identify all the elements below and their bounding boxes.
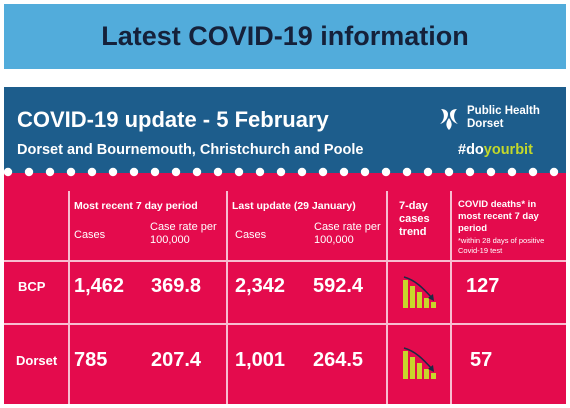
page-title: Latest COVID-19 information <box>101 21 469 51</box>
update-card: COVID-19 update - 5 February Dorset and … <box>4 87 566 404</box>
bcp-recent-cases: 1,462 <box>74 275 125 297</box>
divider-dot <box>66 167 76 177</box>
divider-dot <box>423 167 433 177</box>
grid-line <box>226 191 228 404</box>
divider-dot <box>339 167 349 177</box>
trend-down-icon <box>401 345 439 386</box>
dotted-divider <box>4 167 559 177</box>
dorset-recent-cases: 785 <box>74 349 108 371</box>
hashtag: #doyourbit <box>458 142 533 158</box>
dorset-last-cases: 1,001 <box>235 349 286 371</box>
divider-dot <box>549 167 559 177</box>
subheader-case-rate: Case rate per 100,000 <box>314 221 381 246</box>
area-subtitle: Dorset and Bournemouth, Christchurch and… <box>17 142 364 158</box>
header-trend: 7-day cases trend <box>399 200 430 238</box>
subheader-cases: Cases <box>74 229 106 241</box>
divider-dot <box>192 167 202 177</box>
grid-line <box>4 260 566 262</box>
row-label-bcp: BCP <box>18 279 46 294</box>
divider-dot <box>213 167 223 177</box>
logo-line-2: Dorset <box>467 117 504 130</box>
trend-down-icon <box>401 274 439 315</box>
bcp-last-rate: 592.4 <box>313 275 364 297</box>
public-health-logo-icon <box>436 105 462 131</box>
row-label-dorset: Dorset <box>16 353 58 368</box>
divider-dot <box>4 167 13 177</box>
divider-dot <box>108 167 118 177</box>
header-deaths: COVID deaths* in most recent 7 day perio… <box>458 199 539 234</box>
public-health-logo: Public Health Dorset <box>436 105 540 131</box>
grid-line <box>4 323 566 325</box>
bcp-recent-rate: 369.8 <box>151 275 202 297</box>
header-recent-period: Most recent 7 day period <box>74 200 198 212</box>
divider-dot <box>276 167 286 177</box>
header-last-update: Last update (29 January) <box>232 200 356 212</box>
hashtag-suffix: yourbit <box>483 142 533 158</box>
hashtag-prefix: #do <box>458 142 484 158</box>
dorset-recent-rate: 207.4 <box>151 349 202 371</box>
grid-line <box>68 191 70 404</box>
divider-dot <box>255 167 265 177</box>
divider-dot <box>402 167 412 177</box>
dorset-deaths: 57 <box>470 349 493 371</box>
divider-dot <box>360 167 370 177</box>
top-banner: Latest COVID-19 information <box>4 4 566 69</box>
divider-dot <box>318 167 328 177</box>
divider-dot <box>444 167 454 177</box>
bcp-last-cases: 2,342 <box>235 275 286 297</box>
divider-dot <box>87 167 97 177</box>
divider-dot <box>45 167 55 177</box>
subheader-case-rate: Case rate per 100,000 <box>150 221 217 246</box>
divider-dot <box>24 167 34 177</box>
subheader-cases: Cases <box>235 229 267 241</box>
divider-dot <box>528 167 538 177</box>
divider-dot <box>486 167 496 177</box>
logo-line-1: Public Health <box>467 105 540 117</box>
divider-dot <box>129 167 139 177</box>
deaths-footnote: *within 28 days of positive Covid-19 tes… <box>458 236 545 255</box>
dorset-last-rate: 264.5 <box>313 349 364 371</box>
divider-dot <box>381 167 391 177</box>
divider-dot <box>465 167 475 177</box>
divider-dot <box>507 167 517 177</box>
grid-line <box>386 191 388 404</box>
divider-dot <box>150 167 160 177</box>
update-title: COVID-19 update - 5 February <box>17 107 329 132</box>
divider-dot <box>171 167 181 177</box>
card-header: COVID-19 update - 5 February Dorset and … <box>4 87 566 173</box>
divider-dot <box>297 167 307 177</box>
bcp-deaths: 127 <box>466 275 500 297</box>
grid-line <box>450 191 452 404</box>
divider-dot <box>234 167 244 177</box>
logo-text: Public Health Dorset <box>467 105 540 130</box>
